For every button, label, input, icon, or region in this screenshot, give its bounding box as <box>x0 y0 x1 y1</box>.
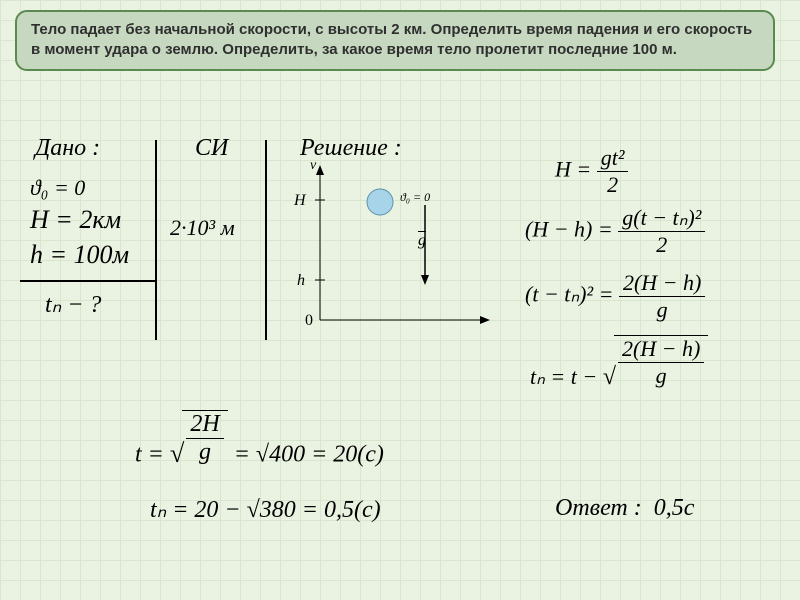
eq-Hmh: (H − h) = g(t − tₙ)²2 <box>525 205 705 258</box>
ball-icon <box>367 189 393 215</box>
eq-tn-formula: tₙ = t − √ 2(H − h)g <box>530 335 708 390</box>
si-H: 2·10³ м <box>170 215 235 241</box>
diag-origin: 0 <box>305 312 313 330</box>
divider-si-solution <box>265 140 267 340</box>
given-find: tₙ − ? <box>45 290 101 319</box>
label-si: СИ <box>195 135 228 162</box>
diag-y-label: v <box>310 158 316 174</box>
label-dano: Дано : <box>35 135 100 162</box>
diag-h-label: h <box>297 272 305 290</box>
given-divider <box>20 280 155 282</box>
given-h: h = 100м <box>30 240 129 270</box>
diag-g: g <box>418 232 426 250</box>
eq-tmtn: (t − tₙ)² = 2(H − h)g <box>525 270 705 323</box>
given-H: H = 2км <box>30 205 121 235</box>
divider-dano-si <box>155 140 157 340</box>
given-v0: ϑ₀ = 0 <box>30 175 85 201</box>
eq-tn-calc: tₙ = 20 − √380 = 0,5(c) <box>150 495 381 524</box>
diagram <box>285 160 495 350</box>
diag-H-label: H <box>294 192 306 210</box>
eq-t-calc: t = √ 2Hg = √400 = 20(c) <box>135 410 384 469</box>
problem-statement: Тело падает без начальной скорости, с вы… <box>15 10 775 71</box>
diag-v0: ϑ₀ = 0 <box>400 190 430 205</box>
eq-H: H = gt²2 <box>555 145 628 198</box>
answer-line: Ответ : 0,5с <box>555 495 694 522</box>
